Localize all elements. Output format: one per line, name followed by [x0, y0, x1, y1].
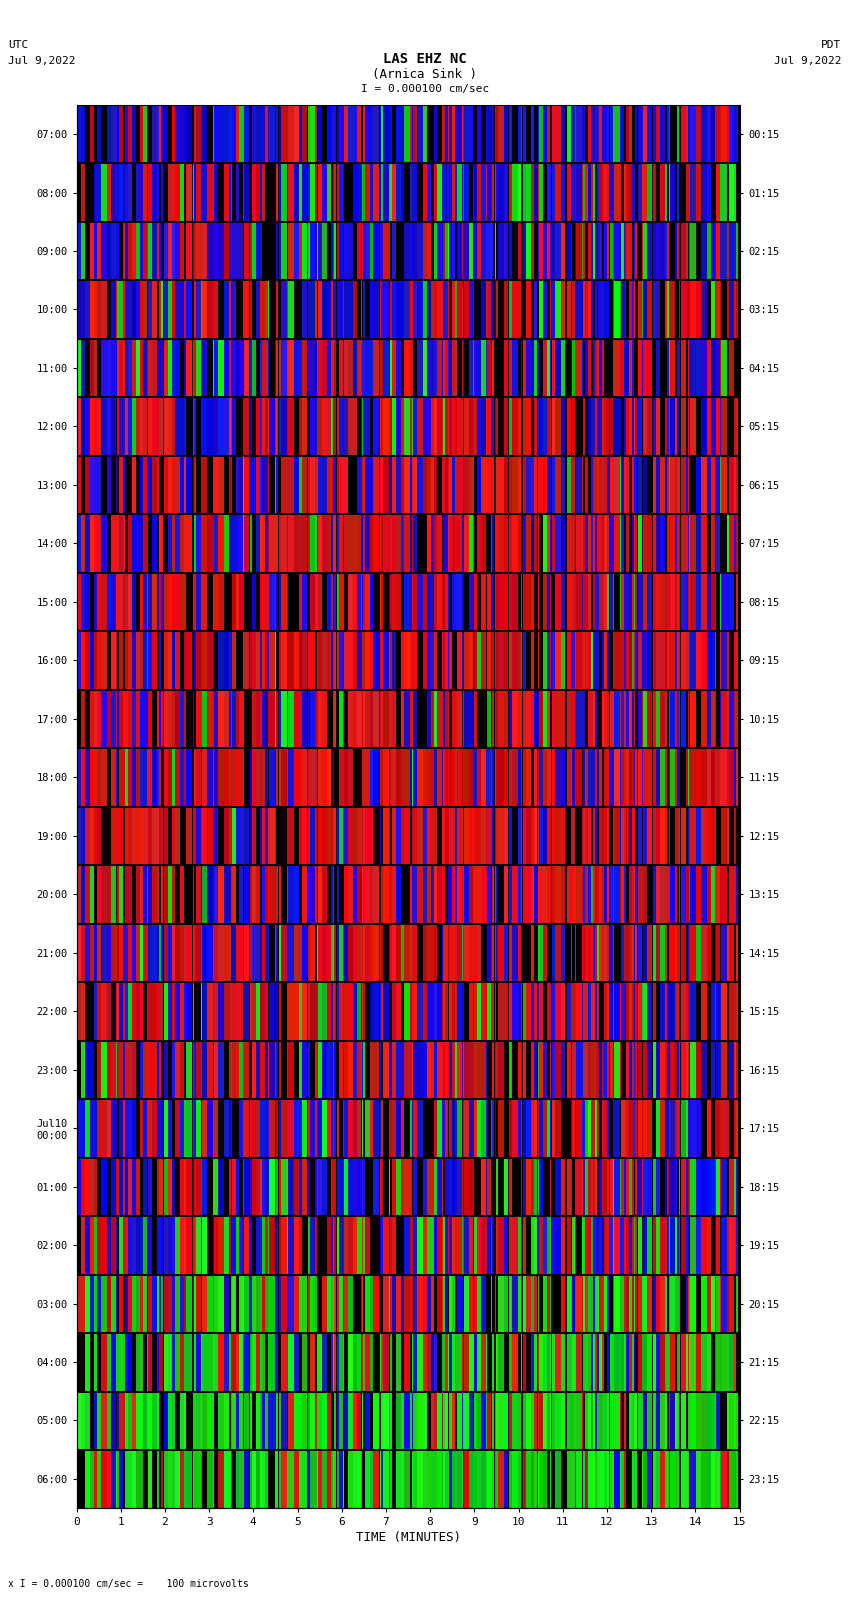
Text: LAS EHZ NC: LAS EHZ NC — [383, 52, 467, 66]
Text: x I = 0.000100 cm/sec =    100 microvolts: x I = 0.000100 cm/sec = 100 microvolts — [8, 1579, 249, 1589]
Text: (Arnica Sink ): (Arnica Sink ) — [372, 68, 478, 81]
X-axis label: TIME (MINUTES): TIME (MINUTES) — [355, 1531, 461, 1544]
Text: I = 0.000100 cm/sec: I = 0.000100 cm/sec — [361, 84, 489, 94]
Text: Jul 9,2022: Jul 9,2022 — [774, 56, 842, 66]
Text: Jul 9,2022: Jul 9,2022 — [8, 56, 76, 66]
Text: PDT: PDT — [821, 40, 842, 50]
Text: UTC: UTC — [8, 40, 29, 50]
